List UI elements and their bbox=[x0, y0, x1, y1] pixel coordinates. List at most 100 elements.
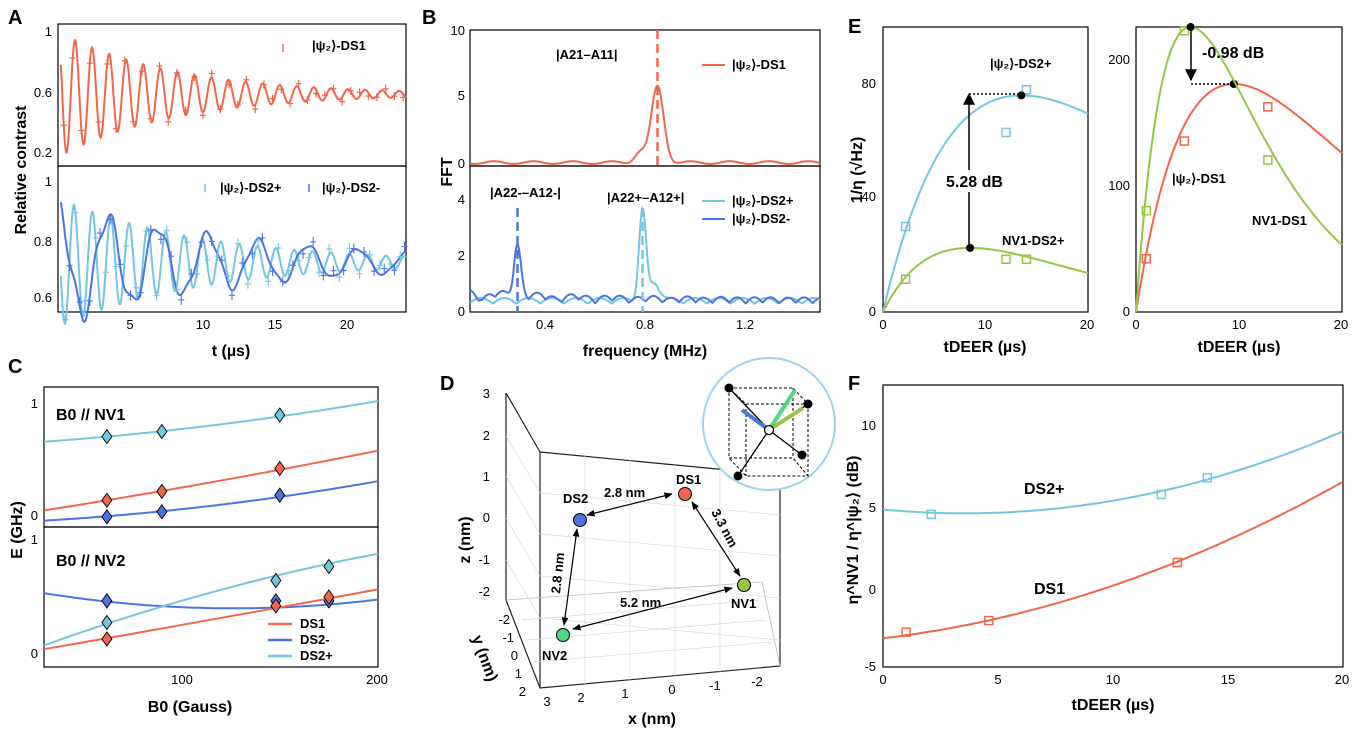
panel-e-right-xlabel: tDEER (µs) bbox=[1198, 339, 1281, 356]
panel-b-top-ytick-3: 0 bbox=[458, 156, 465, 171]
panel-a-bottom-legend-1: |ψ₂⟩-DS2+ bbox=[220, 180, 282, 195]
panel-e-left-point bbox=[1001, 254, 1011, 265]
panel-a-ylabel: Relative contrast bbox=[13, 105, 30, 235]
panel-f-curve-DS1 bbox=[882, 480, 1344, 640]
panel-c-marker-DS2+ bbox=[323, 558, 335, 575]
panel-d-node-nv1-label: NV1 bbox=[731, 596, 756, 611]
panel-b-bottom-annotation-1: |A22-–A12-| bbox=[490, 185, 561, 200]
panel-c-marker-DS2- bbox=[274, 487, 286, 503]
panel-d-ztick-4: 0 bbox=[483, 510, 490, 525]
panel-c-top-ytick-2: 0 bbox=[31, 508, 38, 523]
panel-d-node-ds2-label: DS2 bbox=[563, 491, 588, 506]
panel-c-marker-DS2- bbox=[101, 593, 113, 609]
panel-b: B 10 5 0 4 2 0 0.4 0.8 1.2 frequency (MH… bbox=[422, 7, 821, 360]
panel-f-ytick-3: 0 bbox=[869, 582, 876, 597]
panel-f-xtick-2: 5 bbox=[994, 672, 1001, 687]
panel-d-xtick-3: 1 bbox=[621, 686, 628, 701]
panel-f-xtick-5: 20 bbox=[1335, 672, 1349, 687]
panel-d-node-nv1 bbox=[737, 578, 751, 592]
panel-b-top-fft-line bbox=[469, 84, 821, 166]
panel-d-ytick-4: 1 bbox=[515, 666, 522, 681]
panel-d-distance-nv2-nv1: 5.2 nm bbox=[620, 595, 661, 610]
panel-f-point-DS2+ bbox=[926, 509, 937, 520]
panel-a-bottom-ytick-3: 0.6 bbox=[34, 290, 52, 305]
panel-c-bottom-frame bbox=[43, 526, 379, 668]
panel-b-xtick-3: 1.2 bbox=[736, 317, 754, 332]
panel-f-xtick-4: 15 bbox=[1221, 672, 1235, 687]
panel-a-top-ytick-3: 0.2 bbox=[34, 145, 52, 160]
panel-b-ylabel: FFT bbox=[439, 157, 456, 187]
panel-f: F 10 5 0 -5 0 5 10 15 20 tDEER (µs) η^NV… bbox=[845, 373, 1349, 714]
panel-b-top-ytick-1: 10 bbox=[451, 23, 465, 38]
panel-b-bottom-annotation-2: |A22+–A12+| bbox=[607, 190, 684, 205]
panel-f-curve-1-label: DS2+ bbox=[1024, 481, 1064, 498]
panel-c-marker-DS2+ bbox=[101, 614, 113, 631]
panel-a-bottom-ytick-1: 1 bbox=[45, 174, 52, 189]
panel-c-marker-DS2+ bbox=[156, 423, 168, 440]
panel-e-ylabel: 1/η (√Hz) bbox=[849, 137, 866, 204]
panel-c-top-ytick-1: 1 bbox=[31, 396, 38, 411]
panel-d: D 3 2 1 0 -1 bbox=[440, 357, 836, 728]
panel-e-left-xtick-2: 10 bbox=[978, 317, 992, 332]
panel-e-left-curve-2-label: NV1-DS2+ bbox=[1002, 233, 1065, 248]
panel-e-right-curve-0 bbox=[1135, 83, 1343, 313]
panel-a-top-fit-line bbox=[59, 39, 407, 155]
panel-f-xlabel: tDEER (µs) bbox=[1072, 697, 1155, 714]
panel-b-bottom-ytick-3: 0 bbox=[458, 304, 465, 319]
panel-d-arrow-ds2-nv2 bbox=[561, 528, 580, 626]
panel-b-top-annotation: |A21–A11| bbox=[556, 47, 617, 62]
panel-c-marker-DS2+ bbox=[101, 428, 113, 445]
panel-f-series bbox=[882, 430, 1344, 640]
panel-c-legend-1: DS1 bbox=[300, 616, 325, 631]
panel-d-arrow-ds2-ds1 bbox=[586, 492, 673, 517]
panel-c-ylabel: E (GHz) bbox=[9, 501, 26, 559]
panel-a-bottom-fit-line-ds2m bbox=[59, 202, 407, 323]
panel-e-left-curve-0 bbox=[882, 94, 1089, 313]
panel-e-right-xtick-2: 10 bbox=[1232, 317, 1246, 332]
panel-a-bottom-fit-line-ds2p bbox=[59, 203, 407, 326]
panel-d-ztick-2: 2 bbox=[483, 428, 490, 443]
panel-b-xtick-1: 0.4 bbox=[536, 317, 554, 332]
panel-e-right-point bbox=[1179, 26, 1190, 36]
panel-c-curve-DS2- bbox=[43, 480, 379, 522]
panel-e-left-frame bbox=[882, 26, 1089, 313]
panel-e-right-curve-1 bbox=[1135, 25, 1343, 313]
panel-c-marker-DS1 bbox=[274, 460, 286, 477]
panel-d-inset-vector-green bbox=[767, 388, 797, 432]
panel-e-left-xtick-1: 0 bbox=[879, 317, 886, 332]
panel-e: E 80 40 0 0 10 20 200 100 0 0 10 20 tDEE… bbox=[848, 16, 1348, 356]
panel-b-bottom-legend-2: |ψ₂⟩-DS2- bbox=[732, 211, 790, 226]
panel-d-label: D bbox=[440, 373, 454, 395]
panel-b-bottom-legend-1: |ψ₂⟩-DS2+ bbox=[732, 193, 794, 208]
panel-f-point-DS2+ bbox=[1202, 473, 1213, 483]
panel-b-label: B bbox=[422, 7, 436, 29]
panel-e-left-curve-1 bbox=[882, 246, 1089, 313]
panel-c-marker-DS2- bbox=[156, 503, 168, 520]
panel-e-right-ytick-2: 100 bbox=[1108, 178, 1130, 193]
panel-f-point-DS1 bbox=[1172, 557, 1183, 568]
panel-c: C 1 0 1 0 100 200 B0 (Gauss) E (GHz) B0 … bbox=[8, 356, 388, 716]
panel-c-marker-DS2- bbox=[101, 509, 113, 525]
panel-c-top-title: B0 // NV1 bbox=[56, 407, 125, 424]
panel-e-left-xlabel: tDEER (µs) bbox=[944, 339, 1027, 356]
panel-e-right-point bbox=[1263, 155, 1273, 165]
panel-b-bottom-fft-line-ds2m bbox=[469, 242, 821, 305]
panel-e-right-frame bbox=[1135, 26, 1343, 313]
panel-c-marker-DS2+ bbox=[270, 572, 282, 589]
panel-c-curve-DS1 bbox=[43, 588, 379, 651]
panel-e-left-series bbox=[882, 84, 1089, 313]
panel-d-arrow-ds1-nv1 bbox=[691, 501, 741, 577]
panel-b-bottom-series bbox=[469, 205, 821, 312]
panel-b-top-legend: |ψ₂⟩-DS1 bbox=[732, 57, 786, 72]
panel-b-top-series bbox=[469, 30, 821, 166]
panel-e-left-gain: 5.28 dB bbox=[946, 174, 1003, 191]
panel-e-right-ytick-3: 0 bbox=[1123, 304, 1130, 319]
panel-a-top-legend: |ψ₂⟩-DS1 bbox=[312, 38, 366, 53]
panel-d-distance-ds2-nv2: 2.8 nm bbox=[548, 552, 567, 595]
panel-e-right-xtick-1: 0 bbox=[1132, 317, 1139, 332]
panel-c-curve-DS2+ bbox=[43, 400, 379, 443]
panel-d-xtick-2: 2 bbox=[577, 690, 584, 705]
panel-e-right-point bbox=[1141, 254, 1152, 264]
panel-a-xlabel: t (µs) bbox=[212, 343, 251, 360]
panel-f-ytick-4: -5 bbox=[864, 659, 876, 674]
